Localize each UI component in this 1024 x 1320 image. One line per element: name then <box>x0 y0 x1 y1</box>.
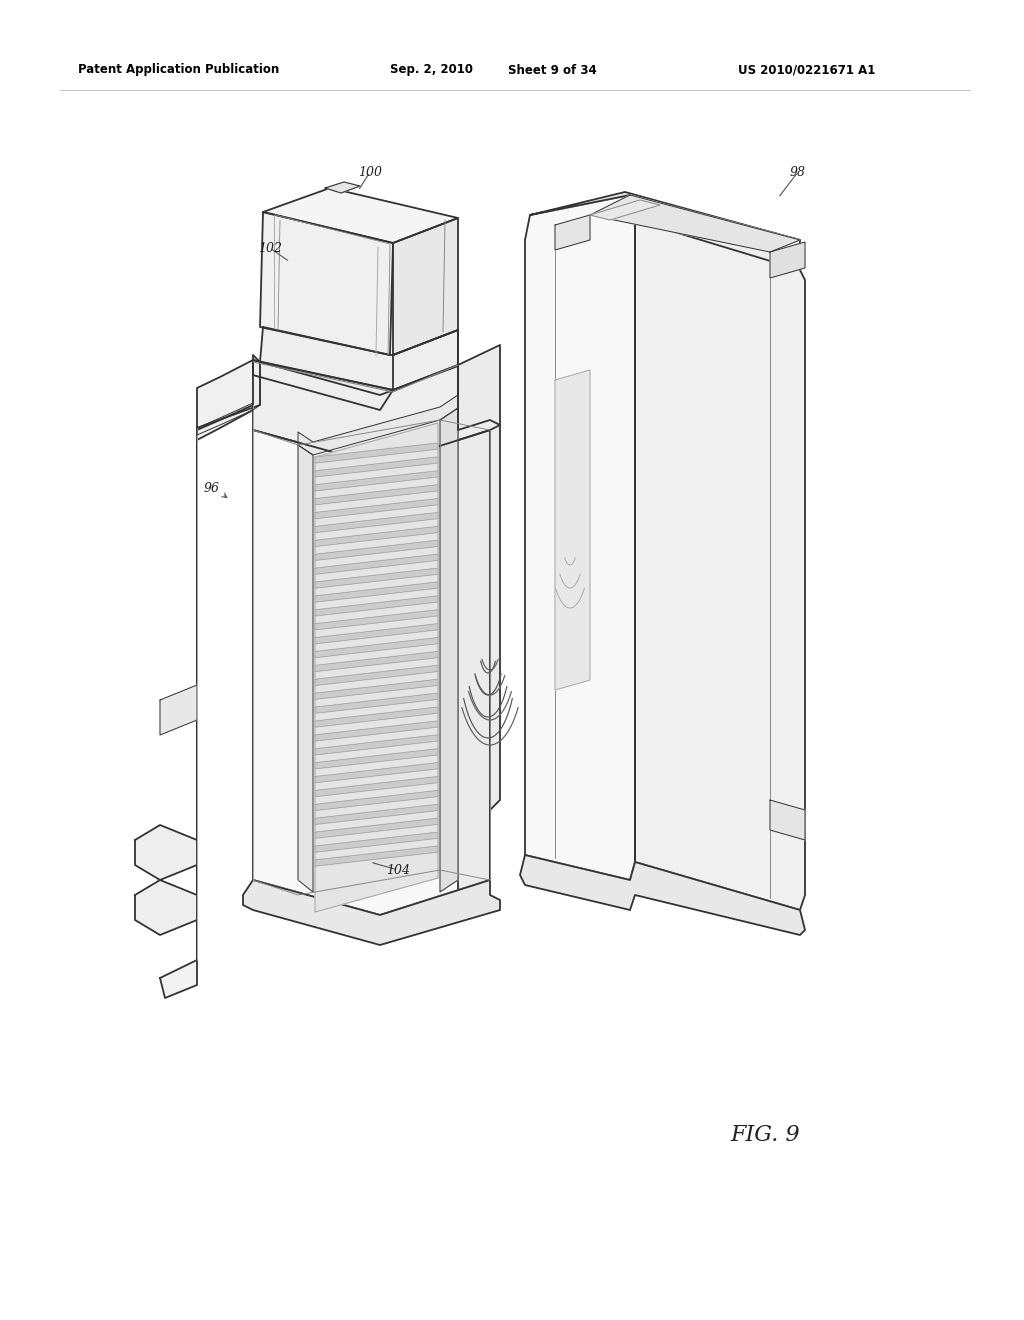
Polygon shape <box>315 665 438 685</box>
Text: Sep. 2, 2010: Sep. 2, 2010 <box>390 63 473 77</box>
Polygon shape <box>770 242 805 279</box>
Text: Sheet 9 of 34: Sheet 9 of 34 <box>508 63 597 77</box>
Polygon shape <box>315 623 438 644</box>
Text: 98: 98 <box>790 165 806 178</box>
Polygon shape <box>393 218 458 355</box>
Polygon shape <box>630 195 805 909</box>
Polygon shape <box>253 430 490 915</box>
Polygon shape <box>253 360 500 465</box>
Polygon shape <box>315 638 438 657</box>
Polygon shape <box>770 800 805 840</box>
Polygon shape <box>315 484 438 504</box>
Polygon shape <box>315 804 438 825</box>
Polygon shape <box>298 445 313 892</box>
Polygon shape <box>315 554 438 574</box>
Polygon shape <box>243 880 500 945</box>
Polygon shape <box>315 652 438 672</box>
Text: 104: 104 <box>386 863 410 876</box>
Polygon shape <box>253 330 458 411</box>
Polygon shape <box>315 444 438 463</box>
Polygon shape <box>315 457 438 477</box>
Polygon shape <box>160 685 197 735</box>
Polygon shape <box>315 512 438 532</box>
Polygon shape <box>315 693 438 713</box>
Polygon shape <box>590 201 660 220</box>
Text: 102: 102 <box>258 242 282 255</box>
Polygon shape <box>315 610 438 630</box>
Polygon shape <box>315 708 438 727</box>
Polygon shape <box>555 370 590 690</box>
Polygon shape <box>590 195 800 252</box>
Polygon shape <box>260 327 458 389</box>
Polygon shape <box>298 395 458 455</box>
Polygon shape <box>315 748 438 768</box>
Polygon shape <box>135 880 197 935</box>
Text: Patent Application Publication: Patent Application Publication <box>78 63 280 77</box>
Polygon shape <box>197 355 260 428</box>
Polygon shape <box>315 527 438 546</box>
Polygon shape <box>458 345 500 895</box>
Polygon shape <box>520 855 805 935</box>
Polygon shape <box>135 825 197 880</box>
Polygon shape <box>315 595 438 616</box>
Polygon shape <box>315 582 438 602</box>
Polygon shape <box>315 791 438 810</box>
Polygon shape <box>530 191 800 271</box>
Polygon shape <box>260 213 393 355</box>
Text: 96: 96 <box>204 482 220 495</box>
Polygon shape <box>315 540 438 561</box>
Text: 100: 100 <box>358 165 382 178</box>
Polygon shape <box>315 832 438 853</box>
Polygon shape <box>315 721 438 741</box>
Polygon shape <box>525 195 635 880</box>
Polygon shape <box>325 182 360 193</box>
Polygon shape <box>160 360 260 998</box>
Polygon shape <box>315 818 438 838</box>
Polygon shape <box>315 471 438 491</box>
Polygon shape <box>315 735 438 755</box>
Polygon shape <box>315 568 438 589</box>
Polygon shape <box>315 763 438 783</box>
Text: US 2010/0221671 A1: US 2010/0221671 A1 <box>738 63 876 77</box>
Polygon shape <box>315 680 438 700</box>
Polygon shape <box>315 776 438 797</box>
Polygon shape <box>263 187 458 243</box>
Polygon shape <box>440 408 458 892</box>
Polygon shape <box>555 215 590 249</box>
Polygon shape <box>315 846 438 866</box>
Polygon shape <box>315 499 438 519</box>
Polygon shape <box>315 422 438 912</box>
Text: FIG. 9: FIG. 9 <box>730 1125 800 1146</box>
